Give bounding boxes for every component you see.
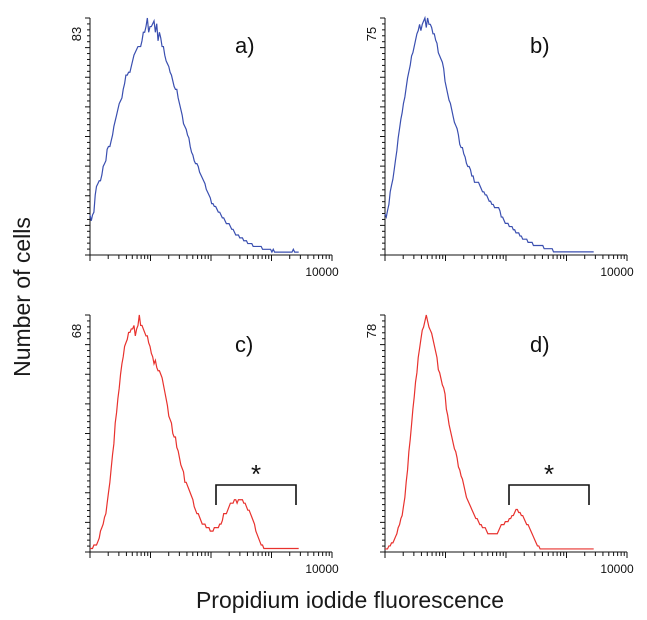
panel-a-y-ticks bbox=[85, 17, 90, 256]
panel-c-x-ticks bbox=[89, 552, 333, 558]
panel-d-histogram-line bbox=[385, 314, 594, 550]
panel-b-y-ticks bbox=[380, 17, 385, 256]
panel-b-x-tick-label: 10000 bbox=[600, 265, 634, 279]
panel-d-y-ticks bbox=[380, 314, 385, 553]
panel-a-axes bbox=[89, 18, 332, 256]
y-axis-label: Number of cells bbox=[9, 217, 35, 377]
panel-c-letter: c) bbox=[235, 332, 253, 357]
panel-b-axes bbox=[384, 18, 627, 256]
panel-a-x-tick-label: 10000 bbox=[305, 265, 339, 279]
panel-b-x-ticks bbox=[384, 255, 628, 261]
panel-d-y-max-label: 78 bbox=[364, 324, 379, 338]
panel-d-letter: d) bbox=[530, 332, 550, 357]
panel-a: 83 10000 a) bbox=[69, 17, 339, 279]
panel-d-asterisk: * bbox=[544, 459, 554, 489]
panel-d-x-tick-label: 10000 bbox=[600, 562, 634, 576]
panel-c-axes bbox=[89, 315, 332, 553]
panel-d-axes bbox=[384, 315, 627, 553]
panel-a-x-ticks bbox=[89, 255, 333, 261]
panel-c-bracket bbox=[215, 484, 297, 505]
panel-d: 78 10000 d) * bbox=[364, 314, 634, 576]
panel-b: 75 10000 b) bbox=[364, 15, 634, 279]
panel-c-y-ticks bbox=[85, 314, 90, 553]
panel-c: 68 10000 c) * bbox=[69, 314, 339, 576]
panel-b-letter: b) bbox=[530, 33, 550, 58]
panel-b-histogram-line bbox=[384, 15, 594, 253]
panel-c-y-max-label: 68 bbox=[69, 324, 84, 338]
panel-c-x-tick-label: 10000 bbox=[305, 562, 339, 576]
panel-d-bracket bbox=[508, 484, 590, 505]
panel-b-y-max-label: 75 bbox=[364, 27, 379, 41]
panel-a-histogram-line bbox=[89, 17, 299, 254]
panel-a-y-max-label: 83 bbox=[69, 27, 84, 41]
panel-a-letter: a) bbox=[235, 33, 255, 58]
panel-d-x-ticks bbox=[384, 552, 628, 558]
x-axis-label: Propidium iodide fluorescence bbox=[196, 587, 504, 613]
panel-c-histogram-line bbox=[90, 314, 299, 550]
panel-c-asterisk: * bbox=[251, 459, 261, 489]
